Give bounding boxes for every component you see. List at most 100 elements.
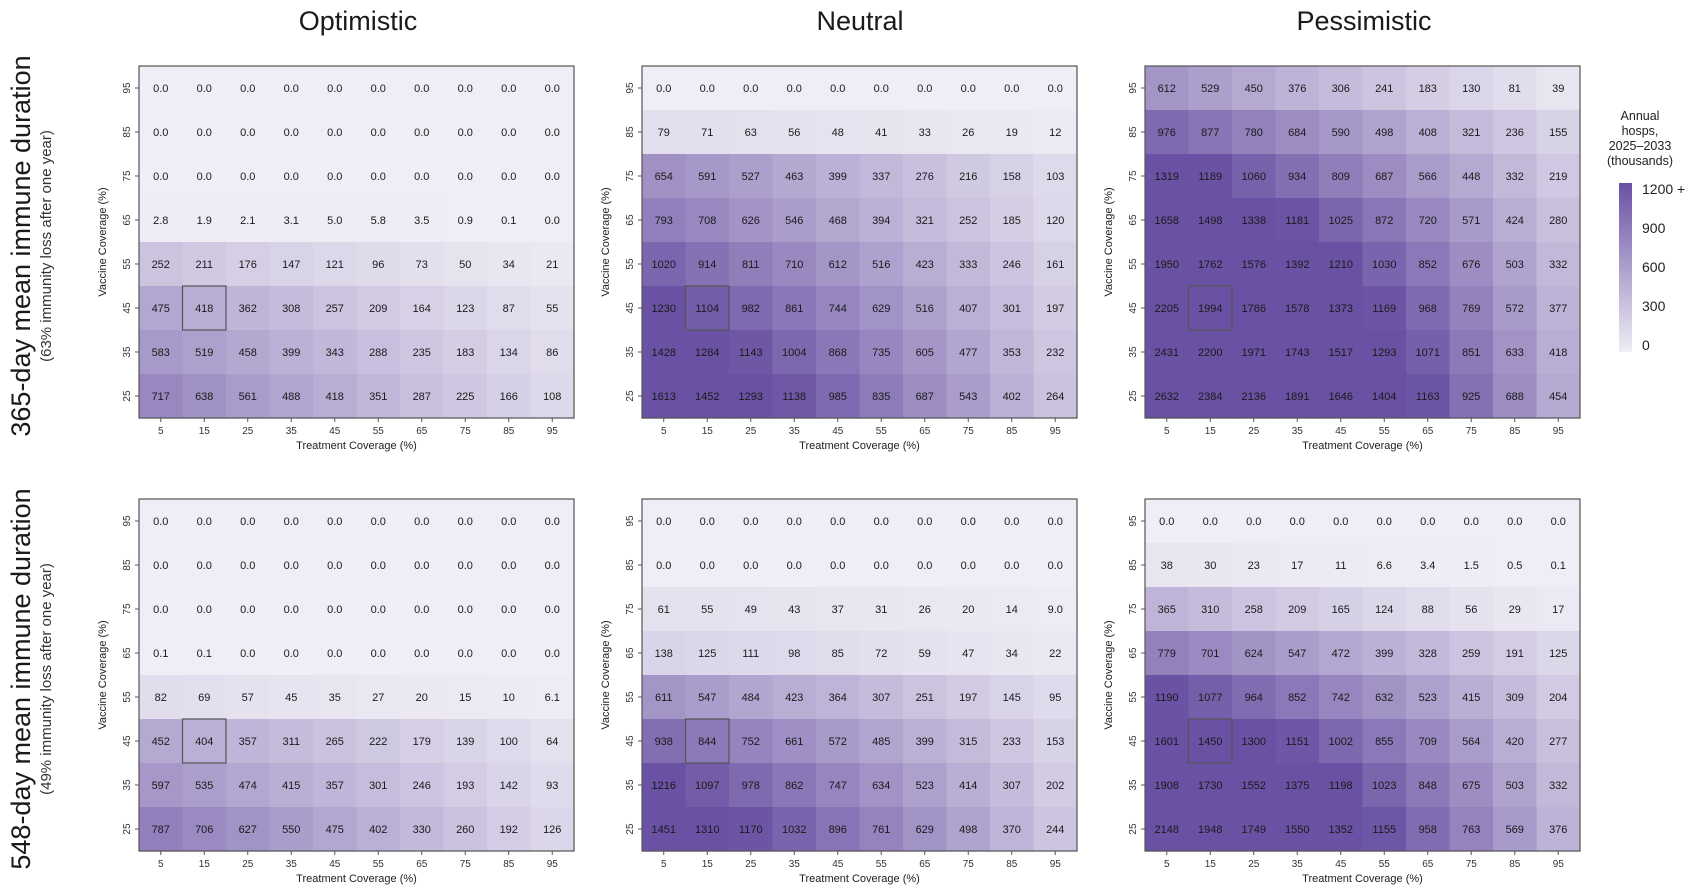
heatmap-cell	[313, 587, 358, 632]
heatmap-cell	[903, 587, 948, 632]
heatmap-cell	[685, 198, 730, 243]
cell-value-label: 1170	[739, 824, 763, 836]
heatmap-cell	[1406, 110, 1451, 155]
y-tick-label: 75	[625, 170, 636, 182]
heatmap-cell	[1362, 242, 1407, 287]
heatmap-cell	[685, 374, 730, 419]
panel-frame	[1144, 498, 1581, 852]
heatmap-cell	[903, 286, 948, 331]
cell-value-label: 209	[369, 303, 387, 315]
cell-value-label: 474	[239, 780, 257, 792]
heatmap-cell	[642, 110, 687, 155]
cell-value-label: 687	[1375, 171, 1393, 183]
cell-value-label: 3.4	[1420, 560, 1435, 572]
heatmap-cell	[313, 807, 358, 852]
heatmap-cell	[816, 543, 861, 588]
heatmap-cell	[487, 110, 532, 155]
heatmap-cell	[356, 110, 401, 155]
cell-value-label: 675	[1462, 780, 1480, 792]
heatmap-cell	[443, 631, 488, 676]
heatmap-cell	[816, 499, 861, 544]
cell-value-label: 0.0	[197, 171, 212, 183]
cell-value-label: 357	[326, 780, 344, 792]
cell-value-label: 0.0	[414, 171, 429, 183]
heatmap-cell	[443, 286, 488, 331]
heatmap-cell	[1406, 807, 1451, 852]
heatmap-cell	[487, 499, 532, 544]
heatmap-cell	[1145, 499, 1190, 544]
heatmap-cell	[1449, 807, 1494, 852]
cell-value-label: 0.0	[284, 171, 299, 183]
heatmap-cell	[269, 154, 314, 199]
cell-value-label: 20	[962, 604, 974, 616]
cell-value-label: 19	[1006, 127, 1018, 139]
heatmap-cell	[1536, 719, 1581, 764]
heatmap-cell	[313, 543, 358, 588]
heatmap-cell	[772, 374, 817, 419]
y-tick-label: 85	[625, 559, 636, 571]
cell-value-label: 634	[872, 780, 890, 792]
cell-value-label: 145	[1003, 692, 1021, 704]
cell-value-label: 0.0	[501, 171, 516, 183]
heatmap-cell	[642, 154, 687, 199]
heatmap-cell	[1449, 719, 1494, 764]
heatmap-cell	[1275, 719, 1320, 764]
y-axis-label: Vaccine Coverage (%)	[97, 620, 109, 729]
heatmap-cell	[182, 543, 227, 588]
cell-value-label: 498	[1375, 127, 1393, 139]
heatmap-cell	[946, 675, 991, 720]
heatmap-cell	[1536, 66, 1581, 111]
heatmap-cell	[1536, 675, 1581, 720]
heatmap-cell	[400, 286, 445, 331]
heatmap-cell	[1033, 198, 1078, 243]
heatmap-cell	[990, 66, 1035, 111]
cell-value-label: 720	[1419, 215, 1437, 227]
cell-value-label: 629	[916, 824, 934, 836]
cell-value-label: 0.0	[371, 171, 386, 183]
cell-value-label: 742	[1332, 692, 1350, 704]
heatmap-cell	[1319, 242, 1364, 287]
heatmap-cell	[1188, 807, 1233, 852]
cell-value-label: 687	[916, 391, 934, 403]
cell-value-label: 423	[916, 259, 934, 271]
cell-value-label: 414	[959, 780, 977, 792]
cell-value-label: 0.0	[917, 560, 932, 572]
heatmap-cell	[729, 154, 774, 199]
cell-value-label: 260	[456, 824, 474, 836]
heatmap-cell	[182, 631, 227, 676]
heatmap-cell	[226, 499, 271, 544]
cell-value-label: 0.0	[458, 171, 473, 183]
cell-value-label: 793	[655, 215, 673, 227]
heatmap-cell	[182, 242, 227, 287]
cell-value-label: 1138	[782, 391, 806, 403]
x-tick-label: 65	[1422, 859, 1434, 870]
y-axis-label: Vaccine Coverage (%)	[600, 187, 612, 296]
heatmap-cell	[1449, 675, 1494, 720]
cell-value-label: 529	[1201, 83, 1219, 95]
heatmap-cell	[685, 719, 730, 764]
heatmap-cell	[1319, 719, 1364, 764]
cell-value-label: 1786	[1242, 303, 1266, 315]
row-title-548-day: 548-day mean immune duration	[6, 488, 36, 869]
heatmap-cell	[946, 719, 991, 764]
cell-value-label: 9.0	[1048, 604, 1063, 616]
heatmap-cell	[313, 154, 358, 199]
heatmap-panel-0-1: 0.0 0.0 0.0 0.0 0.0 0.0 0.0 0.0 0.0 0.0 79 71 63 56 48…	[600, 65, 1078, 452]
cell-value-label: 569	[1506, 824, 1524, 836]
cell-value-label: 108	[543, 391, 561, 403]
cell-value-label: 1498	[1198, 215, 1222, 227]
cell-value-label: 5.0	[327, 215, 342, 227]
cell-value-label: 0.0	[545, 83, 560, 95]
heatmap-cell	[1232, 675, 1277, 720]
cell-value-label: 85	[832, 648, 844, 660]
cell-value-label: 1181	[1285, 215, 1309, 227]
cell-value-label: 56	[788, 127, 800, 139]
cell-value-label: 862	[785, 780, 803, 792]
x-tick-label: 75	[963, 426, 975, 437]
cell-value-label: 835	[872, 391, 890, 403]
cell-value-label: 1658	[1155, 215, 1179, 227]
heatmap-cell	[269, 66, 314, 111]
cell-value-label: 811	[742, 259, 760, 271]
cell-value-label: 333	[959, 259, 977, 271]
x-tick-label: 5	[661, 859, 667, 870]
